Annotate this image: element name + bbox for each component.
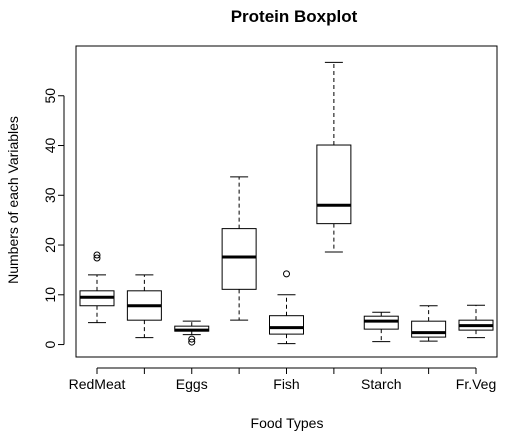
x-tick-label: Fr.Veg bbox=[456, 376, 496, 392]
y-tick-label: 0 bbox=[42, 340, 58, 348]
outlier-point bbox=[284, 271, 290, 277]
x-tick-label: Starch bbox=[361, 376, 401, 392]
x-tick-label: Fish bbox=[273, 376, 299, 392]
chart-title: Protein Boxplot bbox=[231, 7, 358, 26]
x-tick-label: RedMeat bbox=[69, 376, 126, 392]
y-tick-label: 20 bbox=[42, 237, 58, 253]
plot-layer: 0 10 20 30 40 50 RedMeat Eggs Fish Starch Fr.Veg bbox=[42, 46, 497, 392]
y-tick-label: 10 bbox=[42, 287, 58, 303]
x-tick-label: Eggs bbox=[176, 376, 208, 392]
y-axis-label: Numbers of each Variables bbox=[5, 116, 21, 284]
x-axis-label: Food Types bbox=[251, 415, 324, 431]
box-cereals bbox=[317, 145, 351, 224]
y-tick-label: 30 bbox=[42, 187, 58, 203]
y-tick-label: 50 bbox=[42, 88, 58, 104]
box-fish bbox=[270, 316, 304, 334]
box-nuts bbox=[412, 321, 446, 337]
box-milk bbox=[222, 229, 256, 290]
y-tick-label: 40 bbox=[42, 138, 58, 154]
